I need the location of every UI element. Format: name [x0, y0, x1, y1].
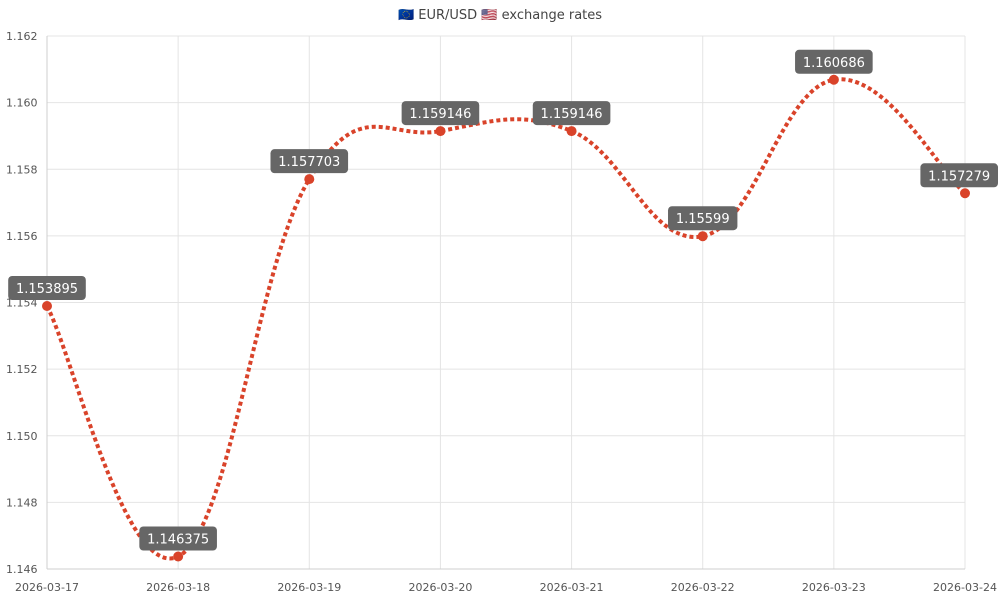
data-point: [566, 126, 577, 137]
x-tick-label: 2026-03-18: [146, 581, 210, 594]
data-label-box: [920, 163, 998, 188]
x-tick-label: 2026-03-19: [277, 581, 341, 594]
y-tick-label: 1.158: [6, 163, 38, 176]
data-label-box: [139, 526, 217, 551]
data-point: [42, 300, 52, 311]
x-tick-label: 2026-03-21: [540, 581, 604, 594]
y-tick-label: 1.152: [6, 363, 38, 376]
data-point: [828, 74, 839, 85]
data-label: 1.15599: [676, 212, 730, 227]
y-tick-label: 1.150: [6, 430, 38, 443]
data-label: 1.157279: [928, 169, 990, 184]
x-tick-label: 2026-03-22: [671, 581, 735, 594]
data-point: [304, 174, 315, 185]
y-tick-label: 1.162: [6, 30, 38, 43]
x-tick-label: 2026-03-24: [933, 581, 997, 594]
x-tick-label: 2026-03-20: [408, 581, 472, 594]
data-point: [960, 188, 970, 199]
y-tick-label: 1.148: [6, 496, 38, 509]
data-label-box: [532, 101, 611, 126]
y-tick-label: 1.156: [6, 230, 38, 243]
data-point: [173, 551, 184, 562]
data-label: 1.159146: [409, 107, 471, 122]
y-tick-label: 1.146: [6, 563, 38, 576]
data-point: [435, 126, 446, 137]
data-label-box: [8, 275, 86, 300]
data-label-box: [668, 206, 738, 231]
y-tick-label: 1.160: [6, 97, 38, 110]
data-label: 1.160686: [803, 56, 865, 71]
data-label-box: [401, 101, 480, 126]
data-label: 1.157703: [278, 155, 340, 170]
data-label: 1.153895: [16, 282, 78, 297]
data-label: 1.159146: [541, 107, 603, 122]
x-tick-label: 2026-03-17: [15, 581, 79, 594]
x-tick-label: 2026-03-23: [802, 581, 866, 594]
data-label-box: [795, 49, 873, 74]
data-point: [697, 231, 708, 242]
data-label: 1.146375: [147, 533, 209, 548]
series-line: [45, 77, 967, 561]
chart-title: 🇪🇺 EUR/USD 🇺🇸 exchange rates: [397, 8, 603, 23]
data-label-box: [270, 149, 349, 174]
